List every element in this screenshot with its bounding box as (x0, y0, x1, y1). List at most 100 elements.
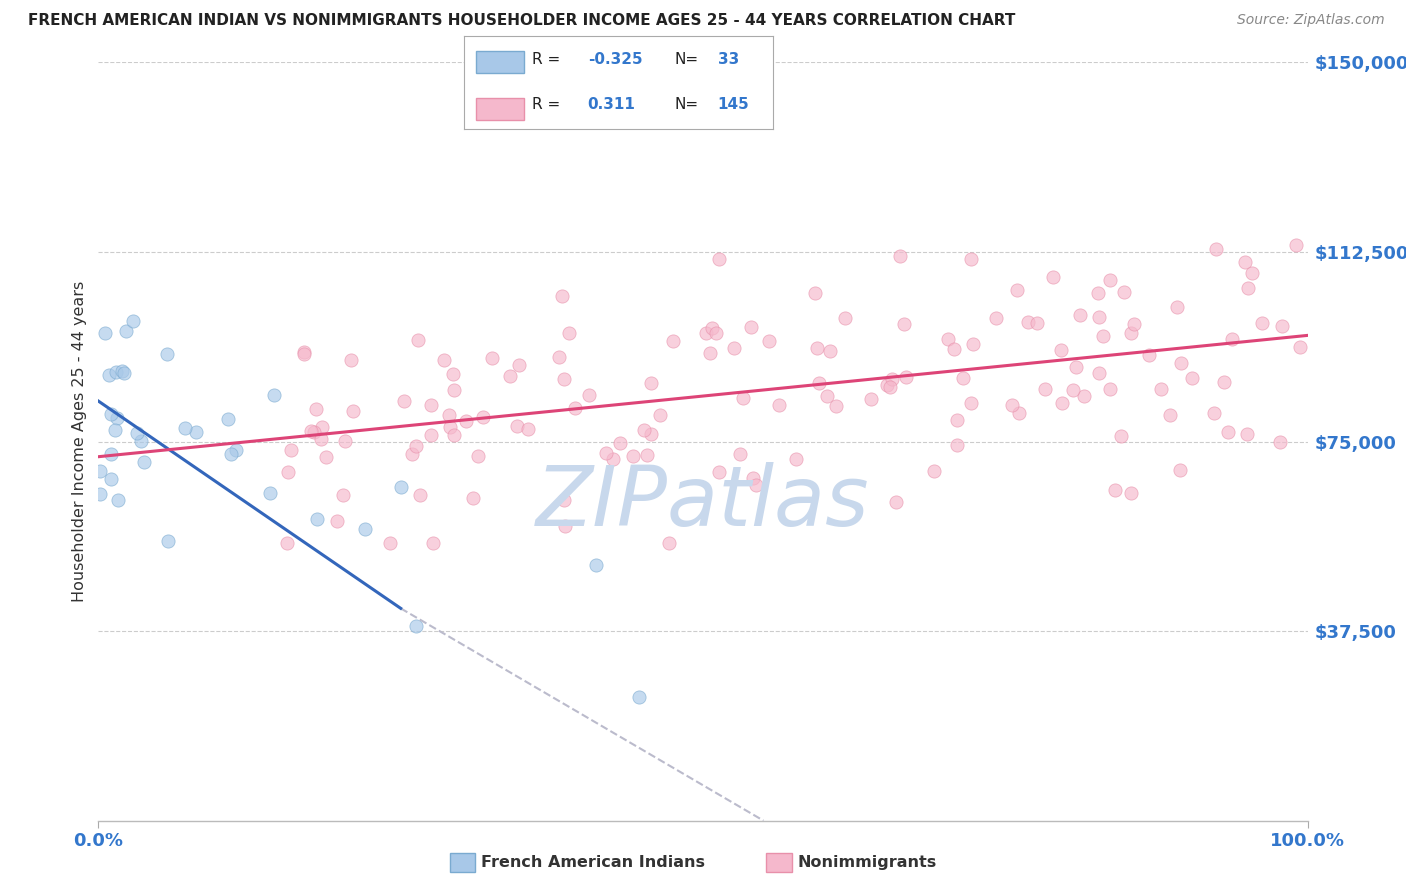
Point (517, 422, 540, 436)
Point (640, 427, 662, 442)
Point (1285, 238, 1308, 252)
Point (548, 350, 571, 364)
Point (422, 535, 444, 549)
Point (880, 372, 903, 386)
Point (305, 401, 328, 416)
Point (1168, 463, 1191, 477)
Point (481, 351, 503, 365)
Point (225, 443, 247, 458)
Point (730, 447, 752, 461)
Point (114, 325, 136, 339)
Point (1181, 371, 1204, 385)
Point (1099, 382, 1122, 396)
Point (1205, 242, 1227, 256)
Text: French American Indians: French American Indians (481, 855, 704, 870)
Point (505, 419, 527, 434)
Text: 145: 145 (717, 96, 749, 112)
Point (960, 396, 983, 410)
Point (299, 424, 322, 438)
Point (1137, 348, 1160, 362)
Point (943, 342, 966, 356)
Point (1073, 388, 1095, 402)
Point (952, 371, 974, 385)
Point (280, 442, 302, 457)
Point (405, 439, 427, 453)
Point (1220, 332, 1243, 346)
Point (305, 511, 328, 525)
Point (499, 369, 522, 384)
Point (1050, 396, 1073, 410)
Text: N=: N= (675, 96, 699, 112)
Point (134, 454, 156, 468)
Point (558, 326, 581, 340)
Point (277, 465, 299, 479)
Point (94, 326, 117, 341)
Point (125, 426, 148, 441)
Point (700, 321, 723, 335)
Point (420, 398, 443, 412)
Point (578, 388, 600, 402)
Point (1271, 319, 1294, 334)
Point (456, 414, 478, 428)
Point (1250, 316, 1272, 330)
Point (89, 464, 111, 478)
Point (595, 446, 617, 460)
Point (723, 341, 745, 355)
Point (292, 347, 315, 361)
Point (896, 370, 918, 384)
Point (742, 471, 765, 485)
Point (884, 495, 907, 509)
Point (443, 428, 465, 442)
Point (1008, 406, 1031, 420)
Point (1005, 283, 1028, 297)
Bar (477, 51, 524, 73)
Point (984, 311, 1007, 326)
Point (309, 432, 332, 446)
Point (633, 423, 655, 437)
Point (1121, 326, 1143, 341)
Point (1001, 398, 1024, 412)
Point (893, 317, 915, 331)
Point (553, 493, 575, 508)
Point (1289, 340, 1312, 354)
Point (129, 434, 152, 449)
Point (1088, 310, 1111, 325)
Point (662, 334, 685, 348)
Point (315, 450, 337, 464)
Text: R =: R = (531, 52, 565, 67)
Point (768, 398, 790, 412)
Point (107, 492, 129, 507)
Point (1026, 316, 1049, 330)
Point (326, 514, 349, 528)
Point (695, 326, 717, 340)
Point (332, 488, 354, 502)
Point (740, 320, 762, 334)
Text: N=: N= (675, 52, 699, 67)
Point (122, 314, 145, 328)
Point (1119, 485, 1142, 500)
Point (98, 368, 121, 382)
Point (1069, 308, 1091, 322)
Point (155, 347, 177, 361)
Point (709, 252, 731, 266)
Point (471, 409, 494, 424)
Point (815, 389, 838, 403)
Point (876, 377, 898, 392)
Point (1033, 382, 1056, 396)
Point (707, 465, 730, 479)
Point (311, 419, 333, 434)
Point (439, 420, 461, 434)
Text: Nonimmigrants: Nonimmigrants (797, 855, 936, 870)
Point (628, 690, 651, 704)
Point (1064, 360, 1087, 375)
Text: 33: 33 (717, 52, 740, 67)
Point (259, 485, 281, 500)
Point (806, 341, 828, 355)
Point (340, 353, 363, 368)
Point (704, 326, 727, 341)
Y-axis label: Householder Income Ages 25 - 44 years: Householder Income Ages 25 - 44 years (72, 281, 87, 602)
Point (335, 434, 357, 448)
Point (100, 472, 122, 486)
Point (733, 391, 755, 405)
Point (1017, 315, 1039, 329)
